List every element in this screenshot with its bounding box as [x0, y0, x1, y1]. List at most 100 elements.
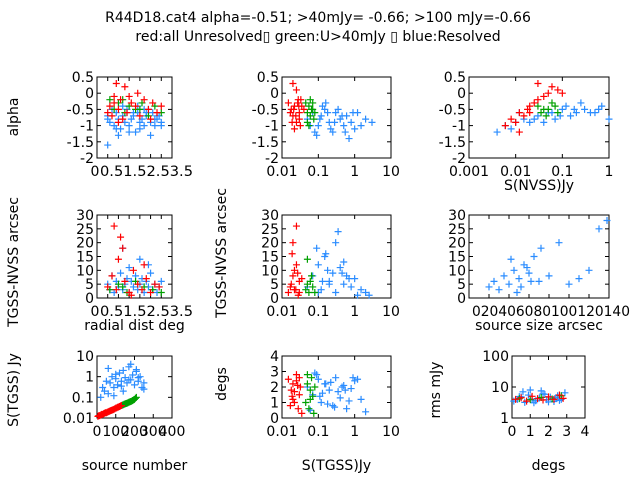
data-point-blue — [565, 280, 573, 288]
y-tick-label: 30 — [76, 208, 94, 224]
data-point-green — [309, 105, 317, 113]
data-point-red — [134, 89, 142, 97]
plot-p2: 0.50-0.5-1-1.5-20.01 0.1 1 10 — [252, 70, 400, 180]
data-point-red — [294, 405, 302, 413]
data-point-blue — [117, 382, 125, 390]
data-point-green — [303, 371, 311, 379]
data-point-blue — [314, 122, 322, 130]
data-point-red — [295, 374, 303, 382]
data-point-red — [134, 280, 142, 288]
data-point-blue — [365, 291, 373, 299]
data-point-red — [289, 239, 297, 247]
x-tick-label: 10 — [382, 164, 400, 180]
y-tick-label: 100 — [482, 349, 509, 365]
data-point-blue — [332, 374, 340, 382]
data-point-red — [544, 89, 552, 97]
data-point-red — [108, 112, 116, 120]
x-tick-label: 1 — [350, 164, 359, 180]
data-point-red — [534, 395, 542, 403]
x-tick-labels: 020406080100120140 — [472, 304, 630, 320]
data-point-blue — [129, 283, 137, 291]
y-axis-label: degs — [214, 367, 230, 401]
data-point-blue — [101, 387, 108, 395]
data-point-blue — [314, 261, 322, 269]
x-tick-label: 100 — [102, 424, 129, 440]
data-point-red — [157, 102, 165, 110]
data-point-red — [523, 397, 531, 405]
data-point-red — [550, 395, 558, 403]
data-point-blue — [117, 269, 125, 277]
x-axis-label: source size arcsec — [475, 318, 603, 334]
y-tick-label: 30 — [448, 208, 466, 224]
data-point-red — [114, 105, 122, 113]
data-point-blue — [325, 386, 333, 394]
data-point-blue — [108, 373, 116, 381]
data-point-blue — [485, 283, 493, 291]
data-point-blue — [500, 272, 508, 280]
data-point-blue — [157, 277, 165, 285]
data-point-blue — [318, 277, 326, 285]
data-point-red — [515, 128, 523, 136]
data-point-blue — [317, 112, 325, 120]
data-point-blue — [157, 122, 165, 130]
data-point-blue — [322, 250, 330, 258]
data-point-red — [528, 392, 536, 400]
data-point-blue — [114, 131, 122, 139]
data-point-blue — [112, 125, 120, 133]
data-point-blue — [340, 381, 348, 389]
x-tick-label: 0 — [508, 424, 517, 440]
data-point-blue — [331, 403, 339, 411]
data-point-red — [545, 393, 552, 401]
data-point-green — [534, 102, 542, 110]
y-tick-label: 15 — [261, 250, 279, 266]
data-point-red — [114, 118, 122, 126]
data-point-green — [131, 394, 139, 402]
y-tick-label: 1 — [500, 411, 509, 427]
data-point-green — [106, 96, 114, 104]
data-point-blue — [345, 397, 353, 405]
data-point-red — [290, 125, 298, 133]
data-point-red — [296, 122, 304, 130]
data-point-green — [542, 112, 550, 120]
data-point-blue — [336, 264, 344, 272]
data-point-blue — [313, 244, 321, 252]
data-point-blue — [347, 118, 355, 126]
y-tick-label: 10 — [448, 263, 466, 279]
data-point-blue — [324, 109, 332, 117]
data-point-blue — [324, 400, 332, 408]
plot-frame — [96, 76, 173, 159]
data-point-green — [551, 102, 559, 110]
data-point-red — [286, 283, 294, 291]
x-tick-label: 0.1 — [307, 424, 329, 440]
data-point-blue — [585, 266, 593, 274]
data-point-red — [294, 381, 302, 389]
data-point-blue — [329, 269, 337, 277]
data-point-blue — [537, 244, 545, 252]
data-point-blue — [351, 125, 359, 133]
data-point-blue — [517, 283, 525, 291]
data-point-blue — [140, 385, 148, 393]
y-tick-label: -1.5 — [252, 135, 279, 151]
data-point-green — [311, 383, 319, 391]
data-point-blue — [99, 383, 107, 391]
y-axis-label: alpha — [6, 98, 22, 137]
data-point-blue — [354, 375, 362, 383]
data-point-red — [534, 96, 542, 104]
data-point-blue — [530, 115, 538, 123]
y-tick-label: -2 — [80, 151, 94, 167]
data-point-red — [287, 386, 295, 394]
x-tick-labels: 0.51.52.53.5 — [100, 164, 193, 180]
x-tick-label: 0.1 — [307, 164, 329, 180]
y-tick-label: -1 — [452, 119, 466, 135]
y-tick-label: 0 — [85, 86, 94, 102]
data-point-green — [310, 409, 318, 417]
y-tick-label: 0.01 — [63, 411, 94, 427]
data-point-red — [515, 109, 523, 117]
data-point-blue — [324, 266, 332, 274]
y-tick-label: 20 — [261, 236, 279, 252]
data-point-red — [539, 396, 547, 404]
data-point-blue — [362, 288, 370, 296]
data-point-blue — [329, 402, 337, 410]
